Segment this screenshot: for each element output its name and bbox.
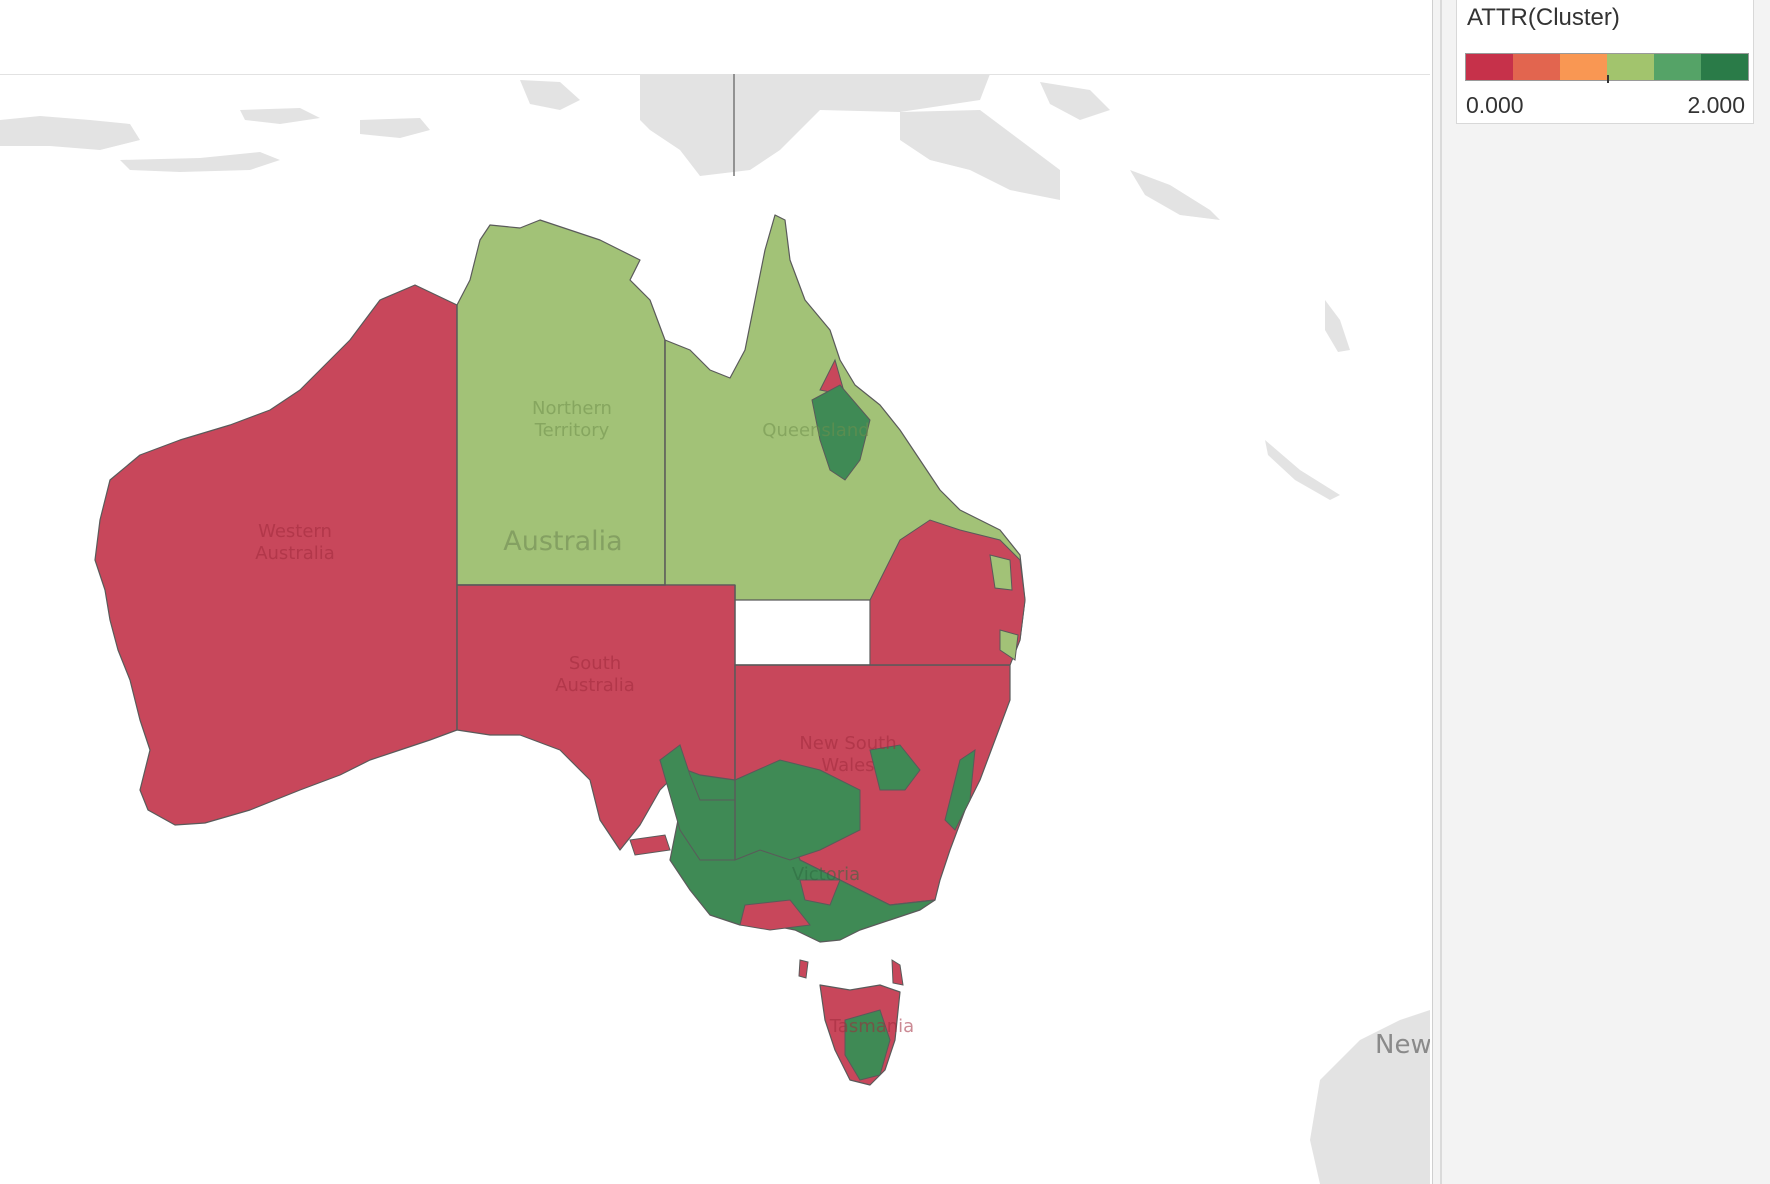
legend-min-label: 0.000 [1466,92,1524,118]
region-labels: Western Australia Northern Territory South… [255,398,1430,1060]
nsw-cluster-2-west [734,759,861,861]
legend-title: ATTR(Cluster) [1467,4,1620,31]
legend-color-ramp [1465,53,1749,81]
region-western-australia[interactable] [94,284,458,826]
panel-divider[interactable] [1440,0,1442,1184]
nsw-cluster-2-coast [944,748,976,831]
solomon-islands [1130,170,1220,220]
indonesia-islands [0,116,140,150]
australia-cluster-map[interactable]: Western Australia Northern Territory South… [0,0,1430,1184]
region-label-tasmania: Tasmania [829,1016,914,1037]
king-island [798,959,809,979]
island-small-2 [520,80,580,110]
region-label-new-south-wales: New South Wales [799,733,896,776]
legend-color-stop [1607,54,1654,80]
basemap-land [0,74,1430,1184]
legend-color-stop [1560,54,1607,80]
vic-cluster-0-patch [739,899,811,931]
legend-color-stop [1466,54,1513,80]
legend-max-label: 2.000 [1687,92,1745,118]
new-zealand-north [1310,1010,1430,1184]
new-guinea-landmass [640,74,990,176]
region-label-western-australia: Western Australia [255,521,335,564]
qld-cluster-2-patch [811,384,871,481]
new-guinea-east [900,110,1060,200]
state-borders [456,305,1010,860]
vanuatu [1325,300,1350,352]
nsw-cluster-2-mid [869,744,921,791]
qld-coast-green-1 [989,554,1013,591]
legend-color-stop [1513,54,1560,80]
country-label-australia: Australia [503,526,622,557]
map-view[interactable]: Western Australia Northern Territory South… [0,0,1430,1184]
region-label-south-australia: South Australia [555,653,635,696]
qld-coast-green-2 [999,629,1019,661]
legend-color-stop [1654,54,1701,80]
color-legend[interactable]: ATTR(Cluster) 0.000 2.000 [1456,0,1754,124]
legend-midpoint-tick [1607,75,1609,83]
legend-color-stop [1701,54,1748,80]
bass-strait-island [891,959,904,986]
timor [120,152,280,172]
new-caledonia [1265,440,1340,500]
region-label-queensland: Queensland [762,420,869,441]
cluster-patches [629,358,1026,1081]
region-label-victoria: Victoria [792,864,860,885]
right-side-panel [1432,0,1770,1184]
new-britain [1040,82,1110,120]
tas-cluster-2-patch [844,1009,891,1081]
seram [360,118,430,138]
sa-kangaroo-island [629,834,671,856]
vic-cluster-0-patch-2 [799,879,841,906]
foreign-label-new-zealand: New [1375,1030,1430,1060]
island-small-1 [240,108,320,124]
region-label-northern-territory: Northern Territory [532,398,612,441]
